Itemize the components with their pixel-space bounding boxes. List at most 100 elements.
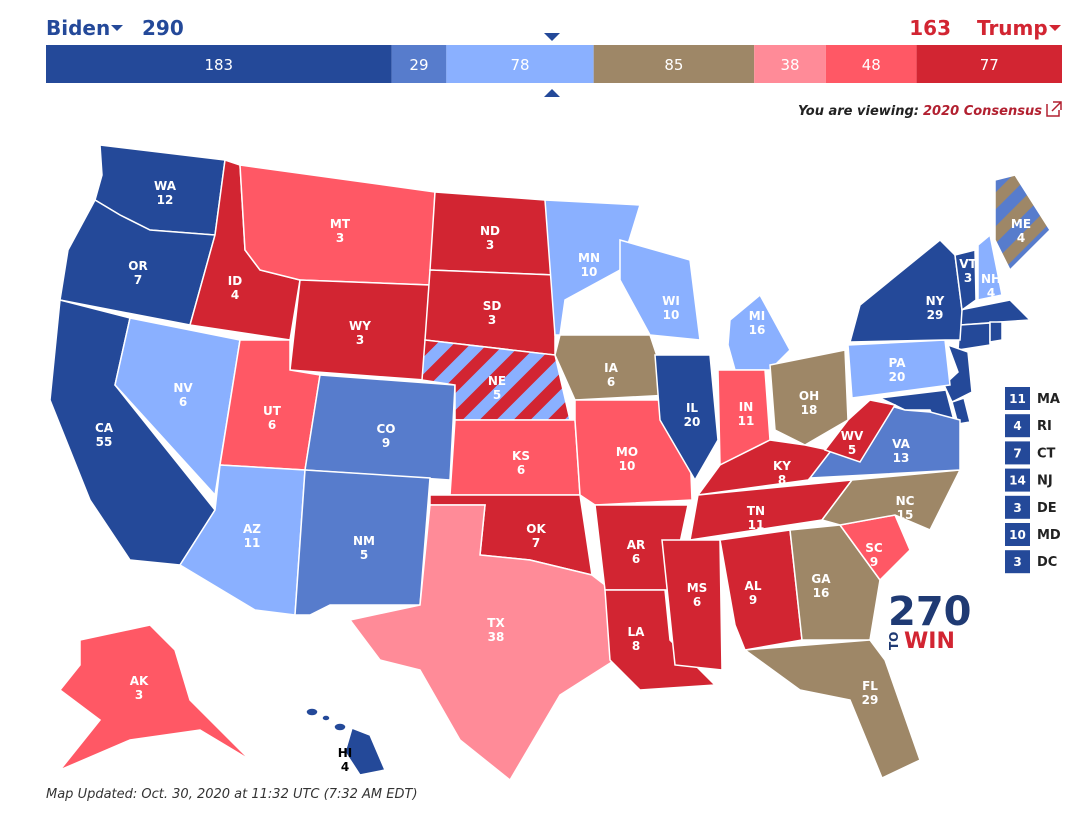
state-abbr: FL [862,679,878,693]
state-abbr: NM [353,534,375,548]
state-abbr: OR [128,259,147,273]
state-abbr: AK [130,674,149,688]
small-state-votes: 11 [1009,392,1026,406]
state-votes: 6 [268,418,276,432]
state-shape[interactable] [977,233,1003,301]
external-link-icon[interactable] [1046,101,1062,117]
state-shape[interactable] [344,727,387,776]
state-votes: 5 [493,388,501,402]
state-shape[interactable] [654,354,719,482]
state-abbr: AL [745,579,762,593]
state-shape[interactable] [849,238,963,343]
small-state-box[interactable] [1005,523,1030,546]
small-state-box[interactable] [1005,550,1030,574]
small-state-box[interactable] [1005,414,1030,438]
state-shape[interactable] [661,539,723,671]
small-state-box[interactable] [1005,441,1030,465]
state-abbr: NE [488,374,506,388]
state-abbr: UT [263,404,282,418]
state-abbr: MI [749,309,765,323]
state-votes: 16 [813,586,830,600]
state-abbr: AR [627,538,646,552]
state-shape[interactable] [719,529,803,651]
state-shape[interactable] [544,199,641,336]
state-votes: 12 [157,193,174,207]
bar-segment[interactable] [916,45,1062,83]
state-shape[interactable] [114,317,241,497]
bar-segment[interactable] [825,45,917,83]
state-shape[interactable] [554,334,672,401]
footer-note: Map Updated: Oct. 30, 2020 at 11:32 UTC … [46,787,418,802]
island[interactable] [305,707,319,717]
small-state-list: 11 MA 4 RI 7 CT 14 NJ 3 DE 10 MD 3 DC [1005,387,1061,574]
state-abbr: NC [896,494,915,508]
island[interactable] [333,722,347,732]
state-votes: 15 [897,508,914,522]
candidate-right[interactable]: Trump [977,16,1048,40]
dropdown-arrow[interactable] [111,25,123,31]
state-shape[interactable] [789,524,881,641]
state-shape[interactable] [847,339,951,399]
small-state-votes: 10 [1009,528,1026,542]
state-abbr: VT [959,257,977,271]
state-abbr: SC [865,541,883,555]
state-votes: 9 [382,436,390,450]
dropdown-arrow[interactable] [1049,25,1061,31]
bar-segment[interactable] [46,45,392,83]
state-shape[interactable] [58,624,251,771]
state-abbr: MS [687,581,708,595]
state-abbr: KS [512,449,530,463]
state-votes: 11 [748,518,765,532]
state-votes: 20 [889,370,906,384]
state-abbr: GA [811,572,831,586]
state-shape[interactable] [823,399,897,463]
state-shape[interactable] [304,374,456,481]
state-votes: 8 [778,473,786,487]
state-votes: 5 [360,548,368,562]
state-shape[interactable] [742,639,921,780]
state-shape[interactable] [769,349,849,446]
island[interactable] [321,714,331,722]
state-shape[interactable] [294,469,431,616]
small-state-box[interactable] [1005,387,1030,410]
state-shape[interactable] [619,239,701,341]
state-shape[interactable] [954,249,977,312]
state-shape[interactable] [957,322,991,351]
state-abbr: KY [773,459,791,473]
state-shape[interactable] [820,469,962,531]
state-shape[interactable] [989,321,1003,343]
state-shape[interactable] [348,504,616,782]
segment-label: 77 [980,56,999,74]
bar-segment[interactable] [754,45,826,83]
state-shape[interactable] [178,464,306,616]
candidate-left[interactable]: Biden [46,16,110,40]
state-votes: 29 [927,308,944,322]
segment-label: 85 [664,56,683,74]
small-state-box[interactable] [1005,468,1030,492]
map-name[interactable]: 2020 Consensus [923,104,1042,119]
logo-to: TO [887,632,901,650]
state-votes: 7 [134,273,142,287]
small-state-box[interactable] [1005,495,1030,519]
state-votes: 20 [684,415,701,429]
small-state-abbr: DC [1037,555,1057,570]
state-abbr: IN [739,400,754,414]
state-abbr: OK [526,522,546,536]
state-abbr: NH [981,272,1001,286]
bar-segment[interactable] [391,45,447,83]
small-state-abbr: NJ [1037,474,1053,489]
state-shape[interactable] [994,174,1051,272]
state-votes: 6 [632,552,640,566]
bar-segment[interactable] [593,45,755,83]
state-votes: 18 [801,403,818,417]
small-state-abbr: CT [1037,446,1056,461]
state-shape[interactable] [951,397,971,425]
state-votes: 6 [179,395,187,409]
small-state-abbr: RI [1037,419,1052,434]
state-abbr: LA [628,625,646,639]
bar-segment[interactable] [446,45,594,83]
small-state-abbr: DE [1037,501,1057,516]
state-abbr: MN [578,251,600,265]
segment-label: 78 [510,56,529,74]
